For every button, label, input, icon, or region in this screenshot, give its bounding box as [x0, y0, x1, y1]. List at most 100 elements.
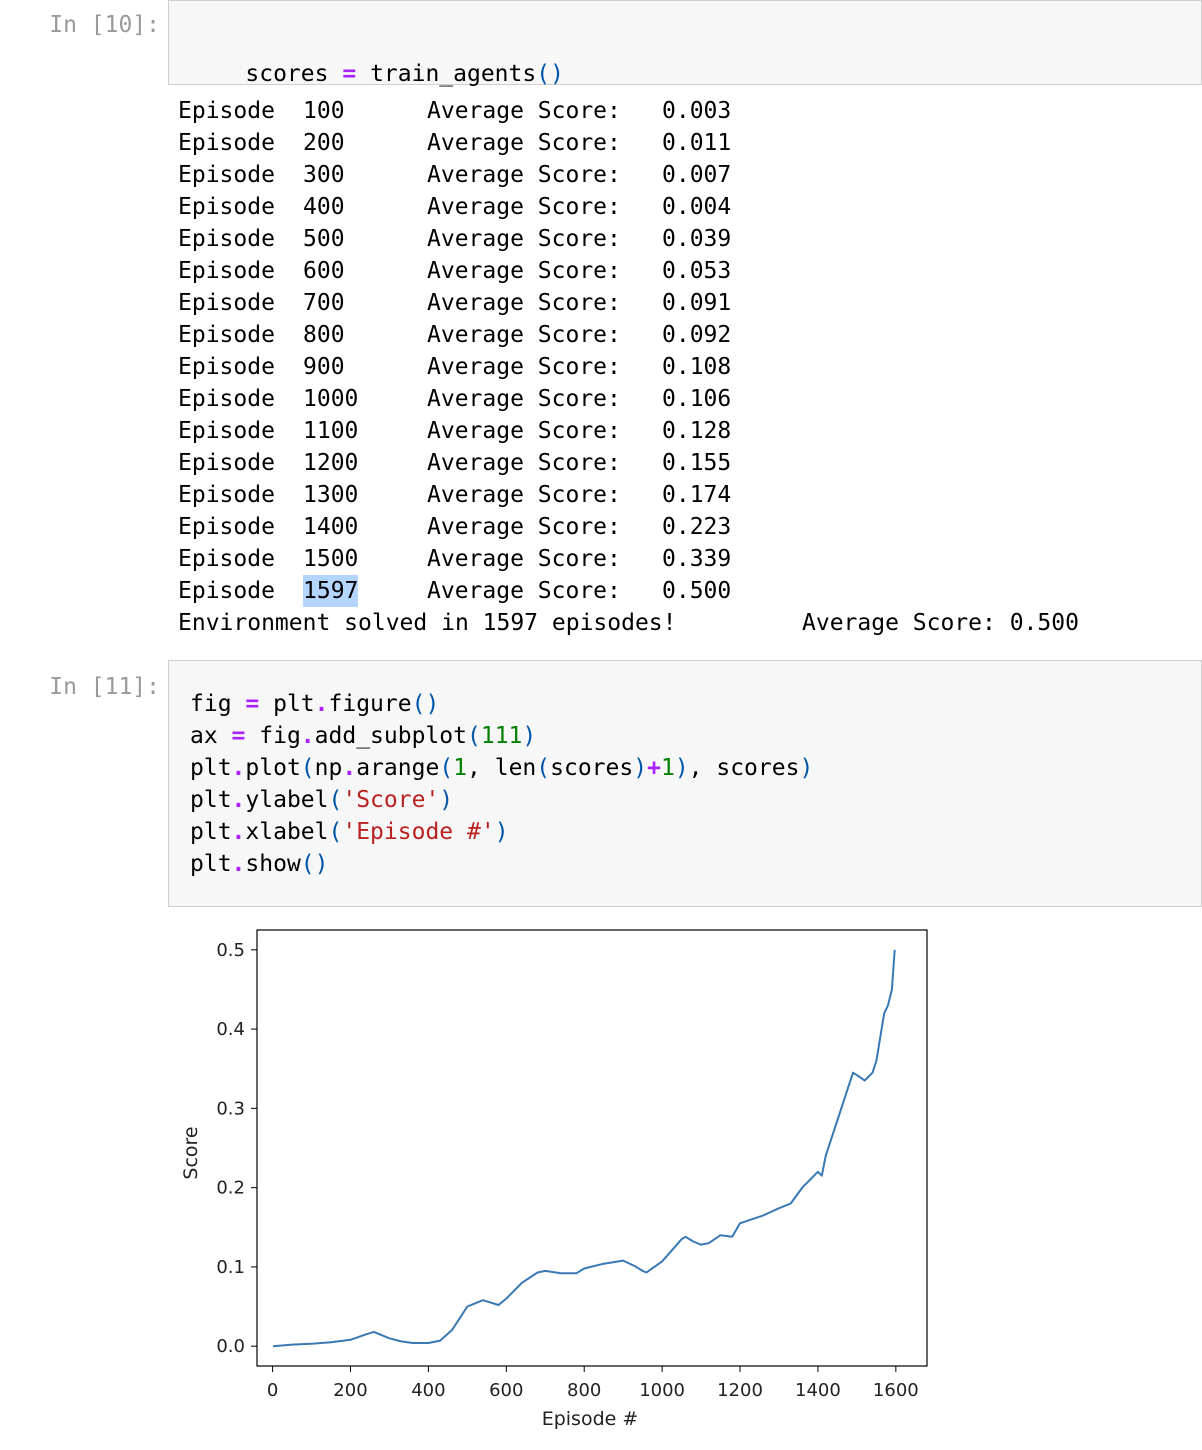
- code-token: scores: [245, 61, 329, 87]
- code-token: ylabel: [245, 787, 329, 813]
- output-line: Episode 1200 Average Score: 0.155: [178, 447, 1118, 479]
- code-token: plt: [190, 819, 232, 845]
- code-token: plt: [190, 787, 232, 813]
- code-token: =: [342, 61, 357, 87]
- code-line: plt.show(): [190, 848, 329, 880]
- x-tick-label: 1600: [873, 1380, 919, 1401]
- output-episode-label: Episode: [178, 290, 275, 316]
- output-average-value: 0.128: [662, 418, 732, 444]
- code-token: .: [231, 819, 246, 845]
- x-tick-label: 1200: [717, 1380, 763, 1401]
- y-tick-label: 0.3: [216, 1098, 245, 1119]
- output-episode-label: Episode: [178, 514, 275, 540]
- code-token: train_agents: [370, 61, 537, 87]
- output-average-value: 0.053: [662, 258, 732, 284]
- y-axis-label: Score: [180, 1126, 202, 1179]
- output-average-label: Average Score:: [427, 194, 621, 220]
- y-tick-label: 0.4: [216, 1019, 245, 1040]
- x-tick-label: 400: [411, 1380, 445, 1401]
- output-average-value: 0.223: [662, 514, 732, 540]
- x-tick-label: 200: [333, 1380, 367, 1401]
- output-line: Episode 1100 Average Score: 0.128: [178, 415, 1118, 447]
- output-line: Episode 1000 Average Score: 0.106: [178, 383, 1118, 415]
- code-token: figure: [328, 691, 412, 717]
- output-line: Episode 1400 Average Score: 0.223: [178, 511, 1118, 543]
- output-average-value: 0.155: [662, 450, 732, 476]
- output-average-label: Average Score:: [427, 322, 621, 348]
- output-average-label: Average Score:: [427, 482, 621, 508]
- output-episode-label: Episode: [178, 98, 275, 124]
- code-token: 1: [660, 755, 675, 781]
- output-line: Episode 500 Average Score: 0.039: [178, 223, 1118, 255]
- output-average-label: Average Score:: [427, 258, 621, 284]
- output-episode-label: Episode: [178, 578, 275, 604]
- code-token: plot: [245, 755, 301, 781]
- output-episode-number: 100: [303, 98, 345, 124]
- output-average-value: 0.091: [662, 290, 732, 316]
- code-token: .: [231, 787, 246, 813]
- code-token: .: [300, 723, 315, 749]
- output-average-label: Average Score:: [427, 386, 621, 412]
- y-tick-label: 0.0: [216, 1336, 245, 1357]
- output-average-value: 0.092: [662, 322, 732, 348]
- x-tick-label: 1000: [639, 1380, 685, 1401]
- code-token: (): [536, 61, 564, 87]
- output-episode-number: 1597: [303, 575, 359, 607]
- code-cell-input[interactable]: fig = plt.figure() ax = fig.add_subplot(1…: [168, 660, 1202, 907]
- x-tick-label: 0: [267, 1380, 278, 1401]
- code-token: 111: [480, 723, 523, 749]
- output-average-value: 0.108: [662, 354, 732, 380]
- output-line: Environment solved in 1597 episodes! Aver…: [178, 607, 1118, 639]
- output-episode-number: 1300: [303, 482, 359, 508]
- output-episode-number: 500: [303, 226, 345, 252]
- output-episode-label: Episode: [178, 162, 275, 188]
- code-token: xlabel: [245, 819, 329, 845]
- output-average-label: Average Score:: [427, 450, 621, 476]
- output-line: Episode 900 Average Score: 0.108: [178, 351, 1118, 383]
- output-average-label: Average Score:: [427, 130, 621, 156]
- output-episode-number: 600: [303, 258, 345, 284]
- code-token: (: [328, 819, 343, 845]
- output-average-label: Average Score:: [427, 514, 621, 540]
- output-line: Episode 400 Average Score: 0.004: [178, 191, 1118, 223]
- output-episode-number: 900: [303, 354, 345, 380]
- code-token: , len: [467, 755, 537, 781]
- code-token: ): [522, 723, 537, 749]
- output-episode-label: Episode: [178, 322, 275, 348]
- code-token: (: [328, 787, 343, 813]
- code-token: .: [231, 851, 246, 877]
- output-line: Episode 200 Average Score: 0.011: [178, 127, 1118, 159]
- code-token: (: [411, 691, 426, 717]
- code-line: plt.xlabel('Episode #'): [190, 816, 509, 848]
- output-average-value: 0.039: [662, 226, 732, 252]
- output-episode-label: Episode: [178, 354, 275, 380]
- output-average-label: Average Score:: [427, 226, 621, 252]
- code-token: .: [314, 691, 329, 717]
- output-average-label: Average Score:: [427, 354, 621, 380]
- output-average-value: 0.007: [662, 162, 732, 188]
- output-average-value: 0.500: [662, 578, 732, 604]
- output-average-label: Average Score:: [427, 98, 621, 124]
- output-line: Episode 300 Average Score: 0.007: [178, 159, 1118, 191]
- output-average-value: 0.339: [662, 546, 732, 572]
- y-tick-label: 0.2: [216, 1178, 245, 1199]
- output-average-value: 0.174: [662, 482, 732, 508]
- code-token: plt: [259, 691, 315, 717]
- code-token: ): [439, 787, 454, 813]
- output-episode-number: 800: [303, 322, 345, 348]
- code-token: (: [536, 755, 551, 781]
- code-token: 'Episode #': [342, 819, 495, 845]
- output-episode-number: 1500: [303, 546, 359, 572]
- output-average-value: 0.106: [662, 386, 732, 412]
- solved-message: Environment solved in 1597 episodes!: [178, 610, 677, 636]
- x-tick-label: 600: [489, 1380, 523, 1401]
- code-token: , scores: [688, 755, 800, 781]
- code-token: ): [494, 819, 509, 845]
- code-token: =: [231, 723, 246, 749]
- code-token: np: [314, 755, 343, 781]
- code-token: fig: [245, 723, 301, 749]
- code-cell-input[interactable]: scores = train_agents(): [168, 0, 1202, 87]
- output-episode-label: Episode: [178, 546, 275, 572]
- output-average-label: Average Score:: [427, 418, 621, 444]
- code-token: ax: [190, 723, 232, 749]
